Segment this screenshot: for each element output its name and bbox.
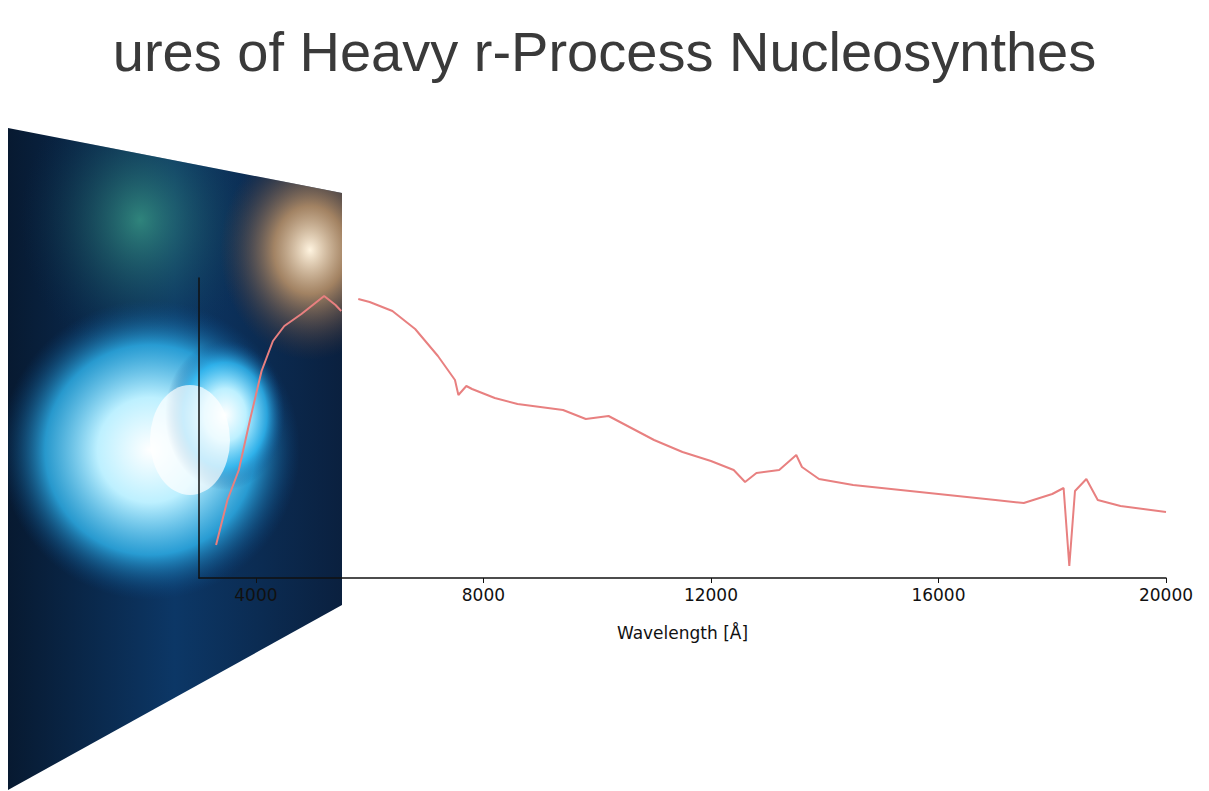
svg-text:Wavelength [Å]: Wavelength [Å] xyxy=(617,622,748,643)
svg-text:20000: 20000 xyxy=(1139,585,1193,605)
svg-text:ures of Heavy r-Process Nucleo: ures of Heavy r-Process Nucleosynthes xyxy=(113,20,1097,83)
svg-text:4000: 4000 xyxy=(234,585,277,605)
svg-text:16000: 16000 xyxy=(911,585,965,605)
svg-text:12000: 12000 xyxy=(684,585,738,605)
svg-text:8000: 8000 xyxy=(462,585,505,605)
